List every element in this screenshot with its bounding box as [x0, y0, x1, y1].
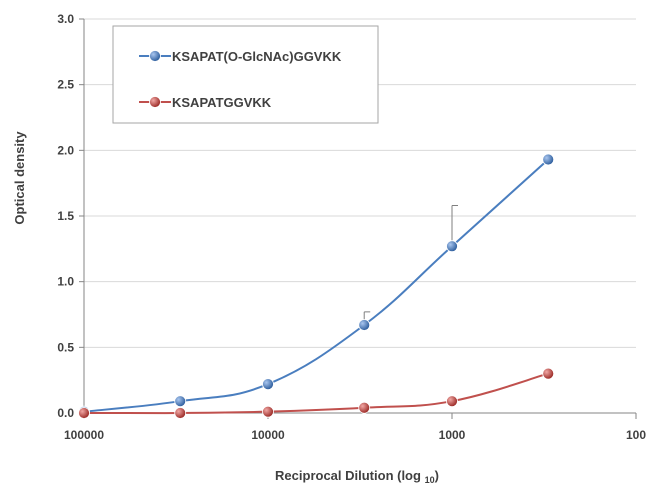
- data-point: [262, 405, 274, 418]
- legend-marker-0: [149, 50, 161, 62]
- series-markers: [78, 153, 555, 419]
- y-tick-label: 1.5: [57, 209, 74, 223]
- y-tick-label: 2.0: [57, 143, 74, 157]
- x-tick-label: 100000: [64, 428, 104, 442]
- x-tick-labels: 100000 10000 1000 100: [64, 428, 646, 442]
- data-point: [358, 401, 371, 414]
- y-tick-label: 0.0: [57, 406, 74, 420]
- series-lines: [83, 158, 549, 415]
- y-axis-title: Optical density: [12, 131, 27, 225]
- x-tick-label: 100: [626, 428, 646, 442]
- x-axis-title: Reciprocal Dilution (log 10): [275, 468, 439, 485]
- data-point: [446, 395, 458, 408]
- error-bars: [363, 204, 458, 326]
- legend-label-0: KSAPAT(O-GlcNAc)GGVKK: [172, 49, 342, 64]
- data-point: [542, 367, 555, 380]
- y-tick-label: 1.0: [57, 275, 74, 289]
- x-axis-title-subscript: 10: [425, 475, 435, 485]
- y-tick-label: 3.0: [57, 12, 74, 26]
- data-point: [542, 153, 555, 166]
- data-point: [446, 240, 458, 253]
- data-point: [262, 378, 274, 391]
- legend-marker-1: [149, 96, 161, 108]
- data-point: [174, 407, 187, 419]
- series-line-1: [83, 372, 549, 415]
- x-axis-title-close: ): [435, 468, 439, 483]
- legend-label-1: KSAPATGGVKK: [172, 95, 272, 110]
- x-axis-title-main: Reciprocal Dilution (log: [275, 468, 421, 483]
- y-tick-label: 2.5: [57, 78, 74, 92]
- y-tick-labels: 0.0 0.5 1.0 1.5 2.0 2.5 3.0: [57, 12, 74, 420]
- x-tick-label: 1000: [439, 428, 466, 442]
- y-tick-label: 0.5: [57, 340, 74, 354]
- x-tick-label: 10000: [251, 428, 285, 442]
- series-line-0: [83, 158, 549, 413]
- data-point: [174, 395, 187, 408]
- legend: KSAPAT(O-GlcNAc)GGVKK KSAPATGGVKK: [112, 25, 379, 124]
- data-point: [358, 319, 371, 331]
- data-point: [78, 407, 90, 419]
